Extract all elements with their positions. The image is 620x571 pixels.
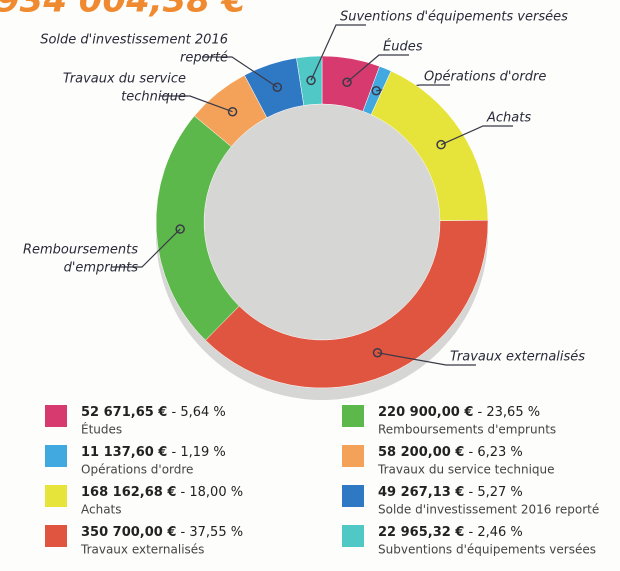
legend-amount: 220 900,00 € - 23,65 % [378,405,540,420]
callout-label: Suventions d'équipements versées [340,10,568,25]
legend-name: Opérations d'ordre [81,463,193,477]
callout-label: Opérations d'ordre [424,70,546,85]
chart-title: 934 004,38 € [0,0,246,21]
legend-amount: 168 162,68 € - 18,00 % [81,485,243,500]
legend-name: Subventions d'équipements versées [378,543,596,557]
legend-swatch [45,525,67,547]
leader-line [346,54,409,83]
legend-percent: 23,65 % [486,405,540,420]
callout-dot [272,82,283,92]
legend-swatch [45,405,67,427]
callout-dot [371,86,381,96]
legend-amount: 11 137,60 € - 1,19 % [81,445,226,460]
legend-separator: - [176,525,189,540]
callout-label: Solde d'investissement 2016 [40,33,228,48]
legend-amount-value: 52 671,65 € [81,405,167,420]
callout-dot [342,77,352,87]
callout-dot [306,75,316,86]
callout-label: Achats [486,111,531,126]
legend-percent: 5,27 % [477,485,522,500]
callout-dot [227,106,238,117]
callout-label: d'emprunts [64,261,139,276]
legend-swatch [342,405,364,427]
callout-label: Travaux du service [63,72,186,87]
legend-swatch [342,525,364,547]
legend-separator: - [464,525,477,540]
legend-amount-value: 58 200,00 € [378,445,464,460]
leader-line [112,228,181,268]
callout-dot [175,224,185,234]
leader-line [160,95,233,113]
slice [296,55,323,106]
legend-swatch [342,485,364,507]
legend-swatch [45,485,67,507]
leader-line [310,24,366,81]
legend-separator: - [167,445,180,460]
callout-label: Éudes [383,39,423,55]
legend-swatch [342,445,364,467]
legend-amount-value: 350 700,00 € [81,525,176,540]
callout-label: Remboursements [23,243,138,258]
legend-separator: - [176,485,189,500]
legend-swatch [45,445,67,467]
legend-name: Solde d'investissement 2016 reporté [378,503,599,517]
legend-percent: 2,46 % [477,525,522,540]
legend-name: Travaux externalisés [80,543,204,557]
legend-separator: - [473,405,486,420]
leader-line [202,56,278,88]
legend-percent: 1,19 % [180,445,225,460]
legend-separator: - [464,445,477,460]
legend-separator: - [464,485,477,500]
legend-percent: 5,64 % [180,405,225,420]
legend-amount-value: 220 900,00 € [378,405,473,420]
legend-name: Remboursements d'emprunts [378,423,556,437]
legend-amount: 52 671,65 € - 5,64 % [81,405,226,420]
legend-name: Achats [81,503,122,517]
callout-dot [372,347,383,358]
callout-dot [436,139,446,150]
slice [205,220,489,389]
legend-amount: 58 200,00 € - 6,23 % [378,445,523,460]
leader-line [440,125,513,146]
legend-name: Travaux du service technique [377,463,555,477]
legend-amount: 49 267,13 € - 5,27 % [378,485,523,500]
legend-percent: 18,00 % [189,485,243,500]
legend-percent: 6,23 % [477,445,522,460]
legend-separator: - [167,405,180,420]
callout-label: technique [121,90,186,105]
leader-line [377,352,476,366]
legend-name: Études [81,422,122,437]
callout-label: Travaux externalisés [450,350,585,365]
legend-amount-value: 168 162,68 € [81,485,176,500]
legend-amount-value: 22 965,32 € [378,525,464,540]
legend-percent: 37,55 % [189,525,243,540]
legend-amount: 350 700,00 € - 37,55 % [81,525,243,540]
callout-label: reporté [180,51,228,66]
legend-amount: 22 965,32 € - 2,46 % [378,525,523,540]
legend-amount-value: 49 267,13 € [378,485,464,500]
legend-amount-value: 11 137,60 € [81,445,167,460]
